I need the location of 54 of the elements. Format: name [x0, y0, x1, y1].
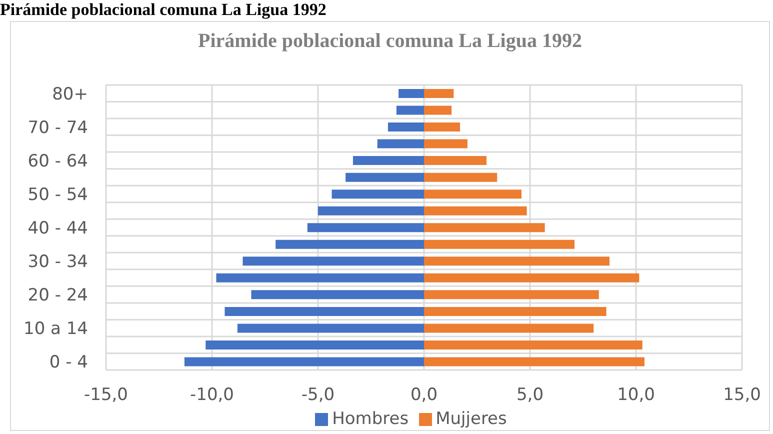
bar — [424, 172, 498, 182]
bar — [377, 139, 424, 148]
bar — [424, 122, 460, 132]
bar — [346, 172, 424, 182]
bar — [206, 340, 424, 350]
bar — [251, 290, 424, 300]
bar — [424, 256, 610, 266]
x-tick-label: -15,0 — [84, 385, 128, 406]
chart-title: Pirámide poblacional comuna La Ligua 1992 — [197, 30, 583, 53]
bar — [424, 139, 468, 148]
bar — [424, 357, 644, 366]
y-tick-label: 30 - 34 — [28, 252, 88, 272]
bar — [424, 340, 642, 350]
legend-label: Mujjeres — [436, 409, 507, 429]
bar — [184, 357, 424, 366]
bar — [424, 223, 545, 232]
y-tick-label: 40 - 44 — [28, 218, 88, 239]
bar — [224, 306, 424, 316]
bar — [307, 223, 424, 232]
bar — [424, 290, 599, 300]
x-tick-label: -10,0 — [190, 385, 234, 406]
bar — [424, 106, 452, 115]
y-tick-label: 10 a 14 — [24, 319, 88, 340]
bar — [237, 324, 424, 333]
legend-label: Hombres — [332, 409, 409, 429]
y-tick-label: 60 - 64 — [28, 151, 88, 172]
bar — [424, 324, 594, 333]
bar — [424, 306, 606, 316]
bar — [388, 122, 424, 132]
x-tick-label: 0,0 — [410, 385, 438, 406]
bar — [424, 156, 487, 166]
y-tick-label: 80+ — [52, 84, 88, 104]
bar — [424, 190, 522, 199]
bar — [318, 206, 424, 216]
bar — [398, 89, 424, 98]
x-tick-label: 5,0 — [516, 385, 544, 406]
bar — [242, 256, 424, 266]
x-tick-label: -5,0 — [301, 385, 335, 406]
x-tick-label: 15,0 — [723, 385, 761, 406]
bar — [216, 273, 424, 282]
bar — [424, 89, 454, 98]
bar — [424, 206, 527, 216]
bar — [424, 240, 575, 249]
y-tick-label: 50 - 54 — [28, 185, 88, 206]
x-tick-label: 10,0 — [617, 385, 655, 406]
text: Pirámide poblacional comuna La Ligua 1992 — [0, 0, 326, 20]
bar — [424, 273, 640, 282]
y-tick-label: 20 - 24 — [28, 286, 88, 306]
bar — [396, 106, 424, 115]
bar — [276, 240, 424, 249]
y-tick-label: 70 - 74 — [28, 118, 88, 138]
bar — [352, 156, 424, 166]
y-tick-label: 0 - 4 — [49, 352, 88, 373]
bar — [332, 190, 424, 199]
